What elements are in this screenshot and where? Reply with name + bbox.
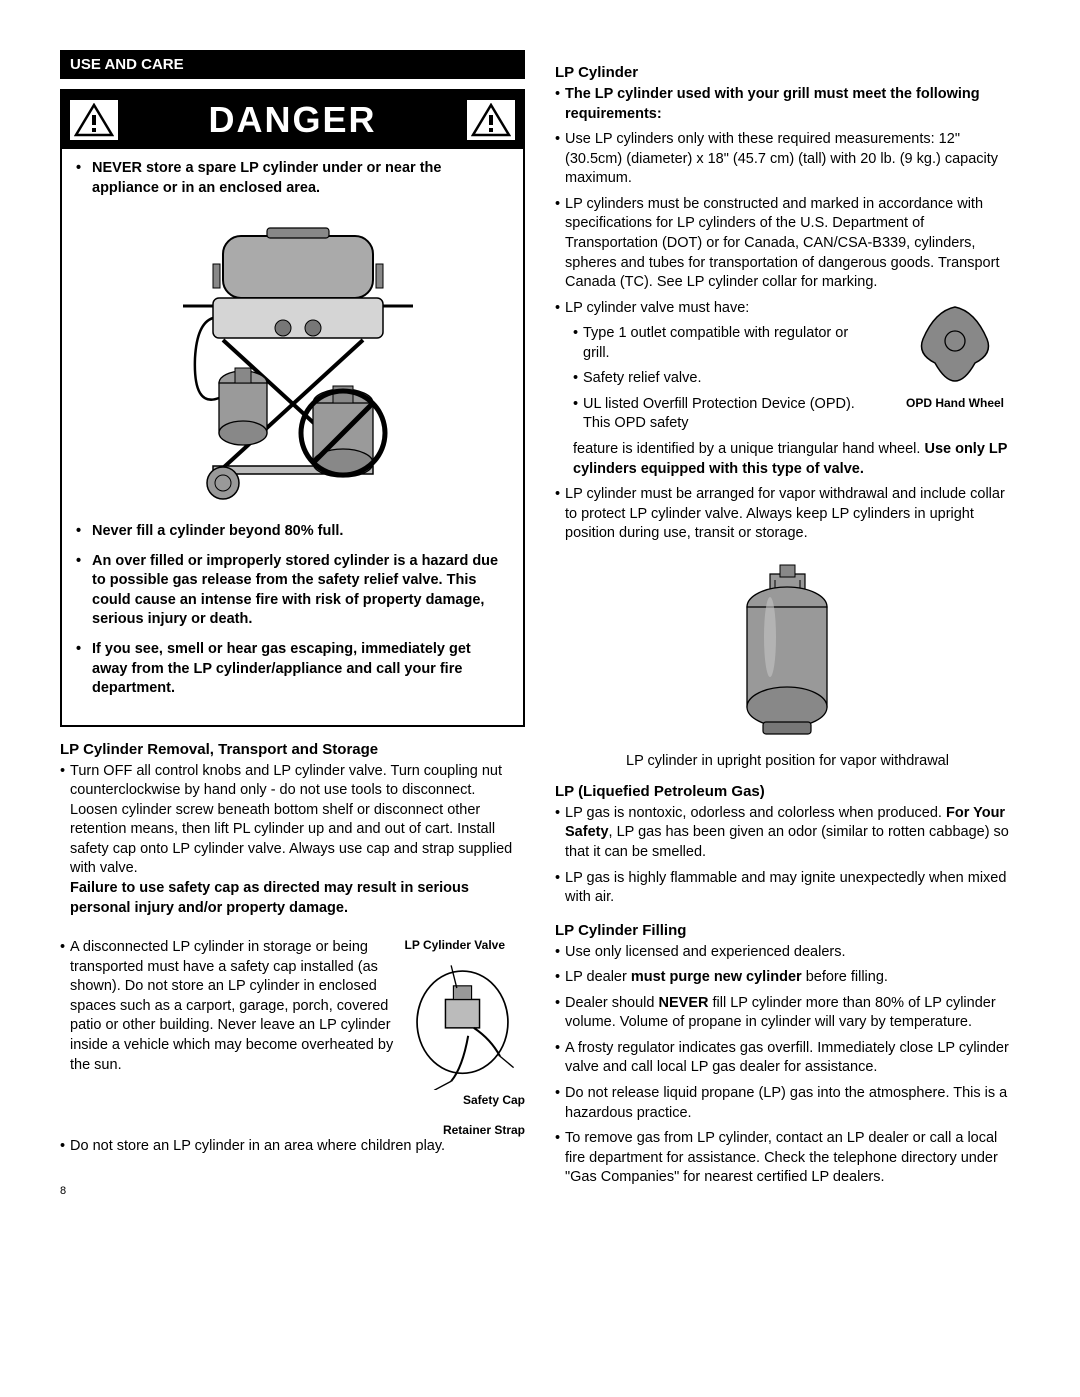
page-number: 8: [60, 1185, 525, 1197]
valve-label: LP Cylinder Valve: [400, 938, 525, 952]
warning-triangle-icon: [467, 100, 515, 140]
cylinder-figure: [555, 562, 1020, 745]
removal-text: • Turn OFF all control knobs and LP cyli…: [60, 762, 525, 919]
filling-heading: LP Cylinder Filling: [555, 922, 1020, 939]
children-text: •Do not store an LP cylinder in an area …: [60, 1137, 525, 1157]
danger-bullet: •If you see, smell or hear gas escaping,…: [76, 640, 509, 699]
lp-intro: •The LP cylinder used with your grill mu…: [555, 85, 1020, 124]
lp-sub-bullet: •Safety relief valve.: [555, 369, 878, 389]
valve-diagram-icon: [400, 954, 525, 1090]
left-column: USE AND CARE DANGER •NEVER store a spare…: [60, 50, 525, 1197]
opd-caption: OPD Hand Wheel: [890, 396, 1020, 410]
lp-gas-bullet: •LP gas is highly flammable and may igni…: [555, 869, 1020, 908]
lp-gas-heading: LP (Liquefied Petroleum Gas): [555, 783, 1020, 800]
cylinder-caption: LP cylinder in upright position for vapo…: [555, 753, 1020, 769]
filling-bullet: •Do not release liquid propane (LP) gas …: [555, 1084, 1020, 1123]
lp-sub-bullet: •UL listed Overfill Protection Device (O…: [555, 395, 878, 434]
filling-bullet: •To remove gas from LP cylinder, contact…: [555, 1129, 1020, 1188]
danger-bullet: •Never fill a cylinder beyond 80% full.: [76, 522, 509, 542]
disconnected-text: •A disconnected LP cylinder in storage o…: [60, 938, 400, 1075]
right-column: LP Cylinder •The LP cylinder used with y…: [555, 50, 1020, 1197]
filling-bullet: •Use only licensed and experienced deale…: [555, 943, 1020, 963]
lp-sub-continuation: feature is identified by a unique triang…: [555, 440, 1020, 479]
valve-section: LP Cylinder Valve Safety Cap Retainer St…: [60, 938, 525, 1137]
filling-bullet: •A frosty regulator indicates gas overfi…: [555, 1039, 1020, 1078]
lp-sub-bullet: •Type 1 outlet compatible with regulator…: [555, 324, 878, 363]
safety-cap-label: Safety Cap: [400, 1093, 525, 1107]
lp-gas-bullet: • LP gas is nontoxic, odorless and color…: [555, 804, 1020, 863]
section-header: USE AND CARE: [60, 50, 525, 79]
lp-valve-must-have: •LP cylinder valve must have:: [555, 299, 878, 319]
removal-heading: LP Cylinder Removal, Transport and Stora…: [60, 741, 525, 758]
grill-diagram: [76, 208, 509, 508]
lp-bullet: •Use LP cylinders only with these requir…: [555, 130, 1020, 189]
lp-cylinder-heading: LP Cylinder: [555, 64, 1020, 81]
danger-bullet: •NEVER store a spare LP cylinder under o…: [76, 159, 509, 198]
opd-wheel-icon: [905, 299, 1005, 389]
filling-bullet: • LP dealer must purge new cylinder befo…: [555, 968, 1020, 988]
warning-triangle-icon: [70, 100, 118, 140]
filling-bullet: • Dealer should NEVER fill LP cylinder m…: [555, 994, 1020, 1033]
retainer-strap-label: Retainer Strap: [400, 1123, 525, 1137]
danger-title: DANGER: [208, 99, 376, 141]
danger-banner: DANGER: [62, 91, 523, 149]
danger-box: DANGER •NEVER store a spare LP cylinder …: [60, 89, 525, 727]
danger-bullet: •An over filled or improperly stored cyl…: [76, 552, 509, 630]
lp-bullet: •LP cylinder must be arranged for vapor …: [555, 485, 1020, 544]
lp-cylinder-icon: [735, 562, 840, 742]
opd-wheel-figure: OPD Hand Wheel: [890, 299, 1020, 410]
lp-bullet: •LP cylinders must be constructed and ma…: [555, 195, 1020, 293]
